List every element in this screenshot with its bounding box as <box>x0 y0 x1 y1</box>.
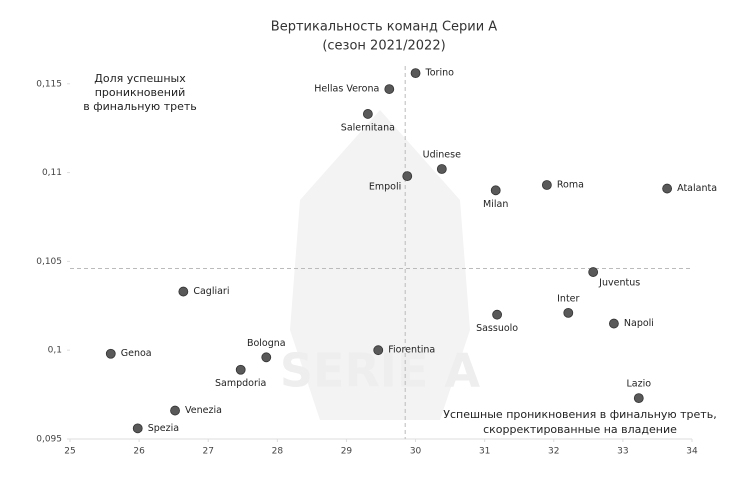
y-tick-label: 0,11 <box>42 168 62 178</box>
point <box>362 109 373 119</box>
x-tick-label: 31 <box>479 447 490 457</box>
point-label: Hellas Verona <box>314 84 379 95</box>
point <box>588 267 599 277</box>
point <box>563 307 574 318</box>
point <box>492 309 503 320</box>
x-tick-label: 26 <box>133 447 145 457</box>
y-tick-label: 0,095 <box>36 435 62 445</box>
annotation: Доля успешных <box>94 72 186 85</box>
point <box>261 352 272 363</box>
point <box>402 171 413 182</box>
point <box>235 364 246 375</box>
point <box>436 164 447 174</box>
x-tick-label: 27 <box>202 447 213 457</box>
y-tick-label: 0,115 <box>36 79 62 89</box>
watermark-logo <box>290 110 470 420</box>
point-label: Lazio <box>627 379 652 390</box>
point <box>170 405 180 416</box>
point <box>178 286 189 297</box>
point <box>490 185 501 196</box>
point <box>662 183 673 194</box>
x-tick-label: 25 <box>64 447 75 457</box>
chart-title: Вертикальность команд Серии А <box>271 20 498 35</box>
point-label: Sampdoria <box>215 378 266 389</box>
x-tick-label: 32 <box>548 447 559 457</box>
annotation: Успешные проникновения в финальную треть… <box>443 408 716 421</box>
point <box>541 180 552 190</box>
point-label: Atalanta <box>677 183 717 194</box>
point-label: Napoli <box>624 318 654 329</box>
point-label: Udinese <box>423 150 461 161</box>
x-tick-label: 33 <box>617 447 628 457</box>
point-label: Inter <box>557 293 579 304</box>
point-label: Genoa <box>121 348 152 359</box>
point <box>410 68 421 79</box>
point <box>373 345 384 356</box>
point-label: Cagliari <box>193 286 229 297</box>
point-label: Juventus <box>598 278 640 289</box>
y-tick-label: 0,105 <box>36 257 62 267</box>
chart-subtitle: (сезон 2021/2022) <box>322 39 445 54</box>
point-label: Empoli <box>369 182 401 193</box>
point-label: Bologna <box>247 338 286 349</box>
annotation: проникновений <box>95 86 186 99</box>
point-label: Fiorentina <box>388 345 435 356</box>
point <box>105 348 116 359</box>
point-label: Sassuolo <box>476 323 518 334</box>
y-tick-label: 0,1 <box>48 346 62 356</box>
x-tick-label: 29 <box>341 447 353 457</box>
annotation: в финальную треть <box>83 100 197 113</box>
point <box>633 393 644 404</box>
x-tick-label: 30 <box>410 447 422 457</box>
point <box>384 84 395 94</box>
point <box>609 318 619 329</box>
x-tick-label: 28 <box>272 447 284 457</box>
point-label: Roma <box>557 180 584 191</box>
x-tick-label: 34 <box>686 447 698 457</box>
point-label: Torino <box>425 68 455 79</box>
point <box>132 423 143 434</box>
point-label: Milan <box>483 199 508 210</box>
point-label: Spezia <box>148 423 179 434</box>
point-label: Venezia <box>185 405 222 416</box>
annotation: скорректированные на владение <box>483 423 677 436</box>
point-label: Salernitana <box>341 122 395 133</box>
